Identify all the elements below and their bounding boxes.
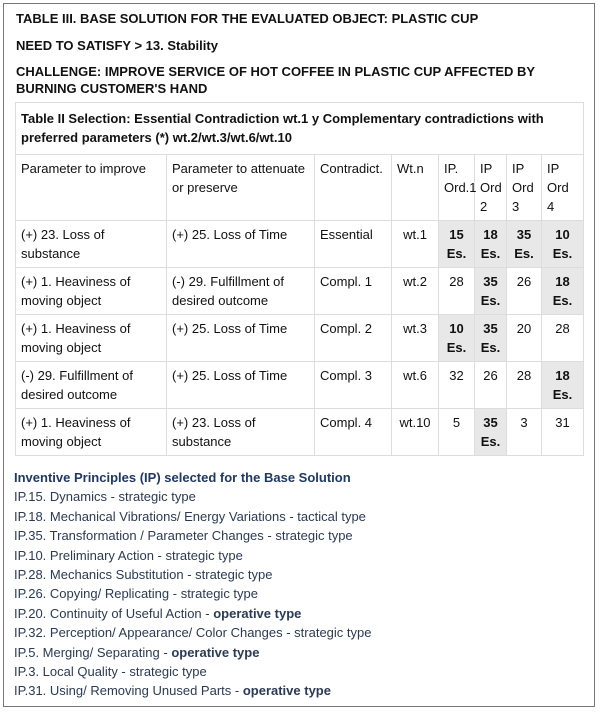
table-cell: 35 Es. <box>474 267 507 315</box>
principle-text: IP.10. Preliminary Action - strategic ty… <box>14 547 243 563</box>
table-row: (+) 23. Loss of substance (+) 25. Loss of… <box>15 220 585 268</box>
table-cell: wt.10 <box>391 408 439 456</box>
principle-type: operative type <box>213 605 302 621</box>
table-row: (-) 29. Fulfillment of desired outcome (+… <box>15 361 585 409</box>
principle-text: IP.18. Mechanical Vibrations/ Energy Var… <box>14 508 366 524</box>
table-cell: wt.6 <box>391 361 439 409</box>
column-header: IP. Ord.1 <box>438 154 477 221</box>
column-header: Wt.n <box>391 154 439 221</box>
table-cell: (+) 25. Loss of Time <box>166 220 315 268</box>
table-cell: Essential <box>314 220 392 268</box>
principle: IP.10. Preliminary Action - strategic ty… <box>14 546 371 565</box>
column-header: IP Ord 4 <box>540 154 585 221</box>
principle-text: IP.26. Copying/ Replicating - strategic … <box>14 586 259 602</box>
table-cell: 10 Es. <box>438 314 475 362</box>
table-cell: 35 Es. <box>506 220 542 268</box>
table-cell: (+) 25. Loss of Time <box>166 361 315 409</box>
table-body: Table II Selection: Essential Contradict… <box>14 102 585 456</box>
table-cell: 18 Es. <box>474 220 507 268</box>
principle-text: IP.3. Local Quality - strategic type <box>14 664 207 680</box>
principle: IP.20. Continuity of Useful Action - ope… <box>14 604 371 623</box>
table-cell: 31 <box>540 408 585 456</box>
principle: IP.5. Merging/ Separating - operative ty… <box>14 643 371 662</box>
table-cell: 5 <box>438 408 475 456</box>
table-cell: Compl. 1 <box>314 267 392 315</box>
principle: IP.15. Dynamics - strategic type <box>14 487 371 506</box>
table-cell: (+) 1. Heaviness of moving object <box>15 314 167 362</box>
table-cell: 28 <box>506 361 542 409</box>
table-cell: 28 <box>540 314 585 362</box>
table: Table II Selection: Essential Contradict… <box>14 102 585 456</box>
principle-text: IP.28. Mechanics Substitution - strategi… <box>14 567 273 583</box>
title: TABLE III. BASE SOLUTION FOR THE EVALUAT… <box>16 11 479 26</box>
principle-type: operative type <box>242 683 331 699</box>
table-cell: 35 Es. <box>474 314 507 362</box>
table-row: (+) 1. Heaviness of moving object (+) 25.… <box>15 314 585 362</box>
header-row: Parameter to improve Parameter to attenua… <box>15 154 585 221</box>
principle-text: IP.32. Perception/ Appearance/ Color Cha… <box>14 625 372 641</box>
table-row: (+) 1. Heaviness of moving object (+) 23.… <box>15 408 585 456</box>
table-cell: 10 Es. <box>540 220 585 268</box>
table-cell: 15 Es. <box>438 220 475 268</box>
caption: Table II Selection: Essential Contradict… <box>14 102 585 155</box>
challenge: CHALLENGE: IMPROVE SERVICE OF HOT COFFEE… <box>16 64 535 96</box>
principles: Inventive Principles (IP) selected for t… <box>14 468 371 701</box>
table-cell: (+) 1. Heaviness of moving object <box>15 408 167 456</box>
need: NEED TO SATISFY > 13. Stability <box>16 38 218 53</box>
principle: IP.31. Using/ Removing Unused Parts - op… <box>14 681 371 700</box>
principle-text: IP.5. Merging/ Separating - <box>14 644 168 660</box>
column-header: IP Ord 2 <box>474 154 507 221</box>
table-cell: 26 <box>506 267 542 315</box>
table-cell: Compl. 4 <box>314 408 392 456</box>
principles-title: Inventive Principles (IP) selected for t… <box>14 470 351 485</box>
principle: IP.18. Mechanical Vibrations/ Energy Var… <box>14 507 371 526</box>
table-cell: 35 Es. <box>474 408 507 456</box>
table-cell: 18 Es. <box>540 361 585 409</box>
table-cell: wt.3 <box>391 314 439 362</box>
principle-text: IP.15. Dynamics - strategic type <box>14 489 196 505</box>
table-cell: 26 <box>474 361 507 409</box>
column-header: Parameter to attenuate or preserve <box>166 154 315 221</box>
principle: IP.35. Transformation / Parameter Change… <box>14 526 371 545</box>
column-header: Parameter to improve <box>15 154 167 221</box>
table-cell: (+) 25. Loss of Time <box>166 314 315 362</box>
principle: IP.26. Copying/ Replicating - strategic … <box>14 584 371 603</box>
table-row: (+) 1. Heaviness of moving object (-) 29.… <box>15 267 585 315</box>
table-cell: (+) 23. Loss of substance <box>15 220 167 268</box>
table-cell: Compl. 2 <box>314 314 392 362</box>
table-cell: 18 Es. <box>540 267 585 315</box>
table-cell: Compl. 3 <box>314 361 392 409</box>
table-cell: 32 <box>438 361 475 409</box>
table-cell: 3 <box>506 408 542 456</box>
table-cell: (-) 29. Fulfillment of desired outcome <box>166 267 315 315</box>
table-cell: 28 <box>438 267 475 315</box>
table-cell: (+) 1. Heaviness of moving object <box>15 267 167 315</box>
table-cell: (+) 23. Loss of substance <box>166 408 315 456</box>
principle-text: IP.31. Using/ Removing Unused Parts - <box>14 683 240 699</box>
principle-text: IP.35. Transformation / Parameter Change… <box>14 528 353 544</box>
table-cell: wt.2 <box>391 267 439 315</box>
frame: TABLE III. BASE SOLUTION FOR THE EVALUAT… <box>3 3 595 707</box>
table-cell: (-) 29. Fulfillment of desired outcome <box>15 361 167 409</box>
principle-type: operative type <box>171 644 260 660</box>
principle: IP.32. Perception/ Appearance/ Color Cha… <box>14 623 371 642</box>
column-header: Contradict. <box>314 154 392 221</box>
table-cell: wt.1 <box>391 220 439 268</box>
principle: IP.28. Mechanics Substitution - strategi… <box>14 565 371 584</box>
principle: IP.3. Local Quality - strategic type <box>14 662 371 681</box>
caption-row: Table II Selection: Essential Contradict… <box>14 102 585 155</box>
table-cell: 20 <box>506 314 542 362</box>
principle-text: IP.20. Continuity of Useful Action - <box>14 605 210 621</box>
column-header: IP Ord 3 <box>506 154 542 221</box>
